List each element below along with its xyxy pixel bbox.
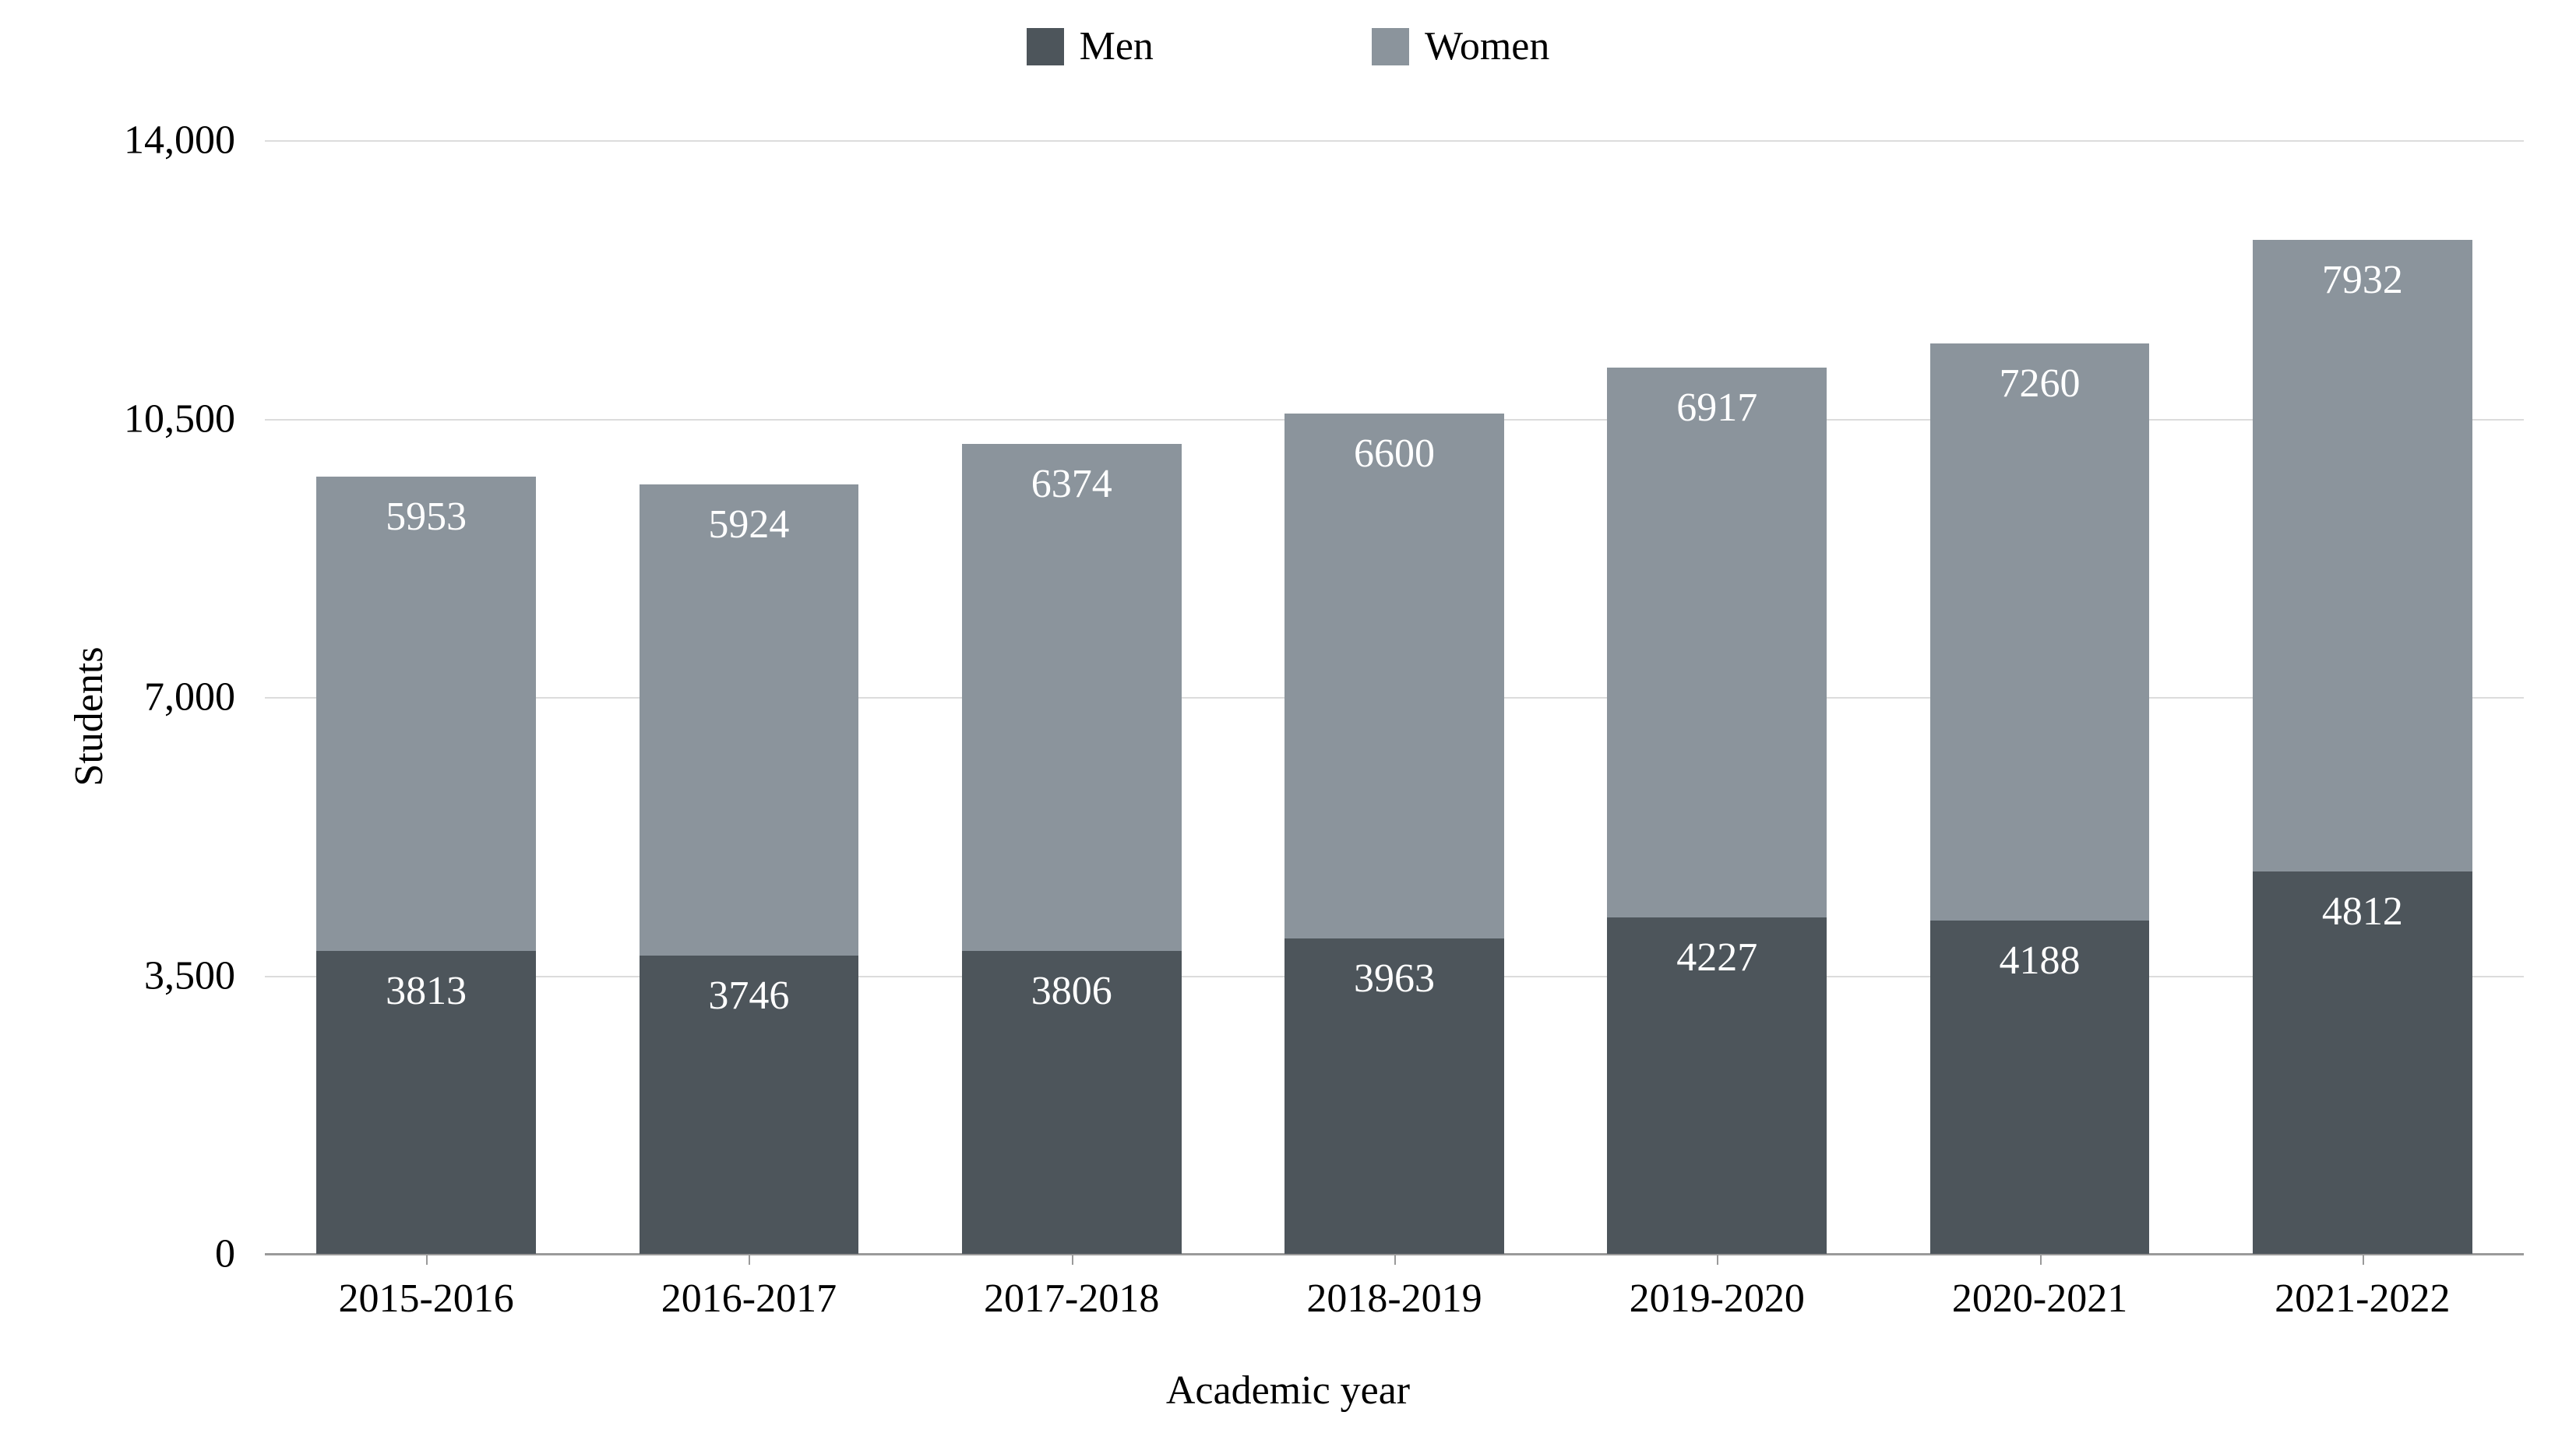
bar-segment-women: 6374 xyxy=(962,444,1182,951)
bar-value-label: 6374 xyxy=(962,461,1182,507)
bar-segment-women: 6600 xyxy=(1284,414,1504,938)
legend: Men Women xyxy=(0,23,2576,69)
bar-group: 4188 7260 xyxy=(1930,343,2150,1254)
bar-value-label: 3963 xyxy=(1284,956,1504,1002)
bar-value-label: 3813 xyxy=(316,968,536,1014)
legend-label-men: Men xyxy=(1080,23,1154,69)
legend-swatch-women xyxy=(1372,28,1409,65)
bar-segment-men: 3806 xyxy=(962,951,1182,1254)
bar-group: 3746 5924 xyxy=(640,484,859,1254)
bar-value-label: 6600 xyxy=(1284,431,1504,477)
x-tick-label: 2020-2021 xyxy=(1952,1254,2127,1322)
y-tick-label: 10,500 xyxy=(124,396,265,442)
y-tick-label: 0 xyxy=(215,1231,265,1277)
bar-value-label: 5924 xyxy=(640,502,859,547)
x-tick-label: 2015-2016 xyxy=(338,1254,513,1322)
x-axis-title: Academic year xyxy=(0,1368,2576,1414)
bar-group: 3963 6600 xyxy=(1284,414,1504,1254)
bar-value-label: 4812 xyxy=(2253,889,2472,935)
bar-segment-men: 4812 xyxy=(2253,871,2472,1255)
bar-value-label: 3746 xyxy=(640,973,859,1019)
bar-segment-men: 4227 xyxy=(1607,917,1827,1254)
bar-segment-women: 7260 xyxy=(1930,343,2150,921)
bar-segment-women: 5953 xyxy=(316,477,536,950)
bar-segment-men: 3746 xyxy=(640,956,859,1254)
bar-group: 4812 7932 xyxy=(2253,240,2472,1254)
bar-group: 3813 5953 xyxy=(316,477,536,1254)
bar-value-label: 7260 xyxy=(1930,361,2150,407)
legend-item-women: Women xyxy=(1372,23,1549,69)
legend-item-men: Men xyxy=(1027,23,1154,69)
bar-value-label: 4188 xyxy=(1930,938,2150,984)
bar-segment-men: 3963 xyxy=(1284,938,1504,1254)
plot-area: 03,5007,00010,50014,000381359532015-2016… xyxy=(265,140,2524,1254)
x-tick-label: 2018-2019 xyxy=(1306,1254,1482,1322)
x-tick-label: 2019-2020 xyxy=(1630,1254,1805,1322)
y-axis-title: Students xyxy=(66,646,112,786)
bar-value-label: 6917 xyxy=(1607,385,1827,431)
bar-value-label: 4227 xyxy=(1607,935,1827,981)
bar-value-label: 3806 xyxy=(962,968,1182,1014)
x-tick-label: 2017-2018 xyxy=(984,1254,1159,1322)
bar-segment-men: 3813 xyxy=(316,951,536,1254)
bar-segment-women: 7932 xyxy=(2253,240,2472,871)
legend-swatch-men xyxy=(1027,28,1064,65)
bar-value-label: 5953 xyxy=(316,494,536,540)
y-tick-label: 3,500 xyxy=(144,952,265,998)
bar-value-label: 7932 xyxy=(2253,257,2472,303)
x-tick-label: 2021-2022 xyxy=(2275,1254,2450,1322)
students-by-year-chart: Men Women Students Academic year 0 3,500 7… xyxy=(0,0,2576,1433)
bar-group: 4227 6917 xyxy=(1607,368,1827,1254)
gridline xyxy=(265,140,2524,142)
bar-segment-women: 5924 xyxy=(640,484,859,956)
legend-label-women: Women xyxy=(1425,23,1549,69)
y-tick-label: 7,000 xyxy=(144,674,265,720)
bar-segment-women: 6917 xyxy=(1607,368,1827,918)
y-tick-label: 14,000 xyxy=(124,118,265,164)
bar-segment-men: 4188 xyxy=(1930,921,2150,1254)
bar-group: 3806 6374 xyxy=(962,444,1182,1254)
x-tick-label: 2016-2017 xyxy=(661,1254,837,1322)
